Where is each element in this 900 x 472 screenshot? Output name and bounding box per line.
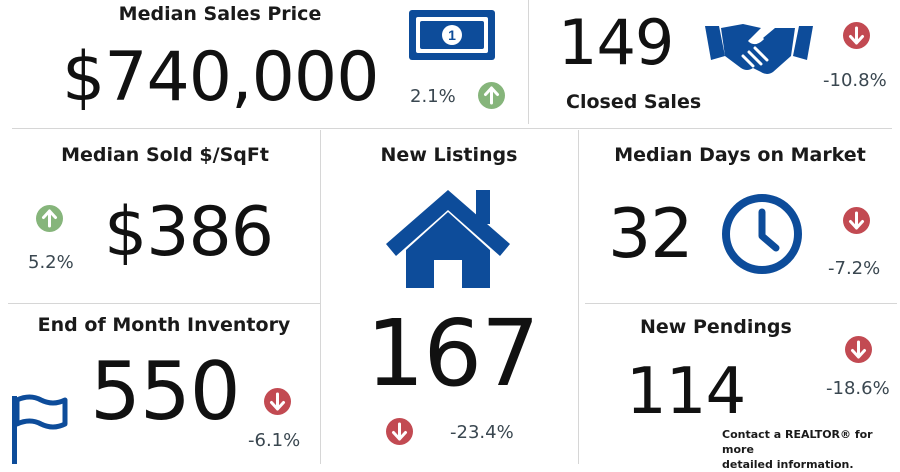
handshake-icon [703, 12, 815, 82]
arrow-down-icon [843, 207, 870, 234]
median-sold-sqft-value: $386 [104, 193, 274, 272]
arrow-down-icon [386, 418, 413, 445]
new-pendings-title: New Pendings [640, 316, 792, 338]
end-of-month-inventory-change: -6.1% [248, 430, 301, 451]
new-listings-value: 167 [366, 300, 540, 407]
contact-note: Contact a REALTOR® for more detailed inf… [722, 427, 898, 472]
median-days-on-market-value: 32 [608, 195, 694, 274]
arrow-down-icon [843, 22, 870, 49]
median-sales-price-title: Median Sales Price [118, 3, 322, 25]
new-pendings-change: -18.6% [826, 378, 890, 399]
median-sales-price-change: 2.1% [410, 86, 456, 107]
divider-left-vertical [320, 130, 321, 464]
contact-note-line1: Contact a REALTOR® for more [722, 428, 873, 456]
divider-left-horizontal [8, 303, 320, 304]
closed-sales-value: 149 [558, 6, 674, 79]
flag-icon [10, 394, 68, 468]
divider-top-vertical [528, 0, 529, 124]
money-bill-icon: 1 [407, 8, 497, 66]
contact-note-line2: detailed information. [722, 458, 854, 471]
closed-sales-change: -10.8% [823, 70, 887, 91]
divider-right-vertical [578, 130, 579, 464]
divider-top-horizontal [12, 128, 892, 129]
divider-right-horizontal [585, 303, 897, 304]
end-of-month-inventory-value: 550 [90, 345, 241, 438]
median-sold-sqft-change: 5.2% [28, 252, 74, 273]
median-days-on-market-change: -7.2% [828, 258, 881, 279]
clock-icon [720, 192, 804, 280]
median-sales-price-value: $740,000 [62, 38, 379, 117]
house-icon [382, 186, 514, 294]
new-listings-change: -23.4% [450, 422, 514, 443]
median-days-on-market-title: Median Days on Market [614, 144, 866, 166]
arrow-down-icon [264, 388, 291, 415]
arrow-down-icon [845, 336, 872, 363]
arrow-up-icon [478, 82, 505, 109]
end-of-month-inventory-title: End of Month Inventory [37, 314, 291, 336]
svg-text:1: 1 [448, 27, 456, 43]
median-sold-sqft-title: Median Sold $/SqFt [61, 144, 269, 166]
new-listings-title: New Listings [380, 144, 518, 166]
arrow-up-icon [36, 205, 63, 232]
new-pendings-value: 114 [626, 355, 746, 429]
closed-sales-title: Closed Sales [566, 91, 702, 113]
